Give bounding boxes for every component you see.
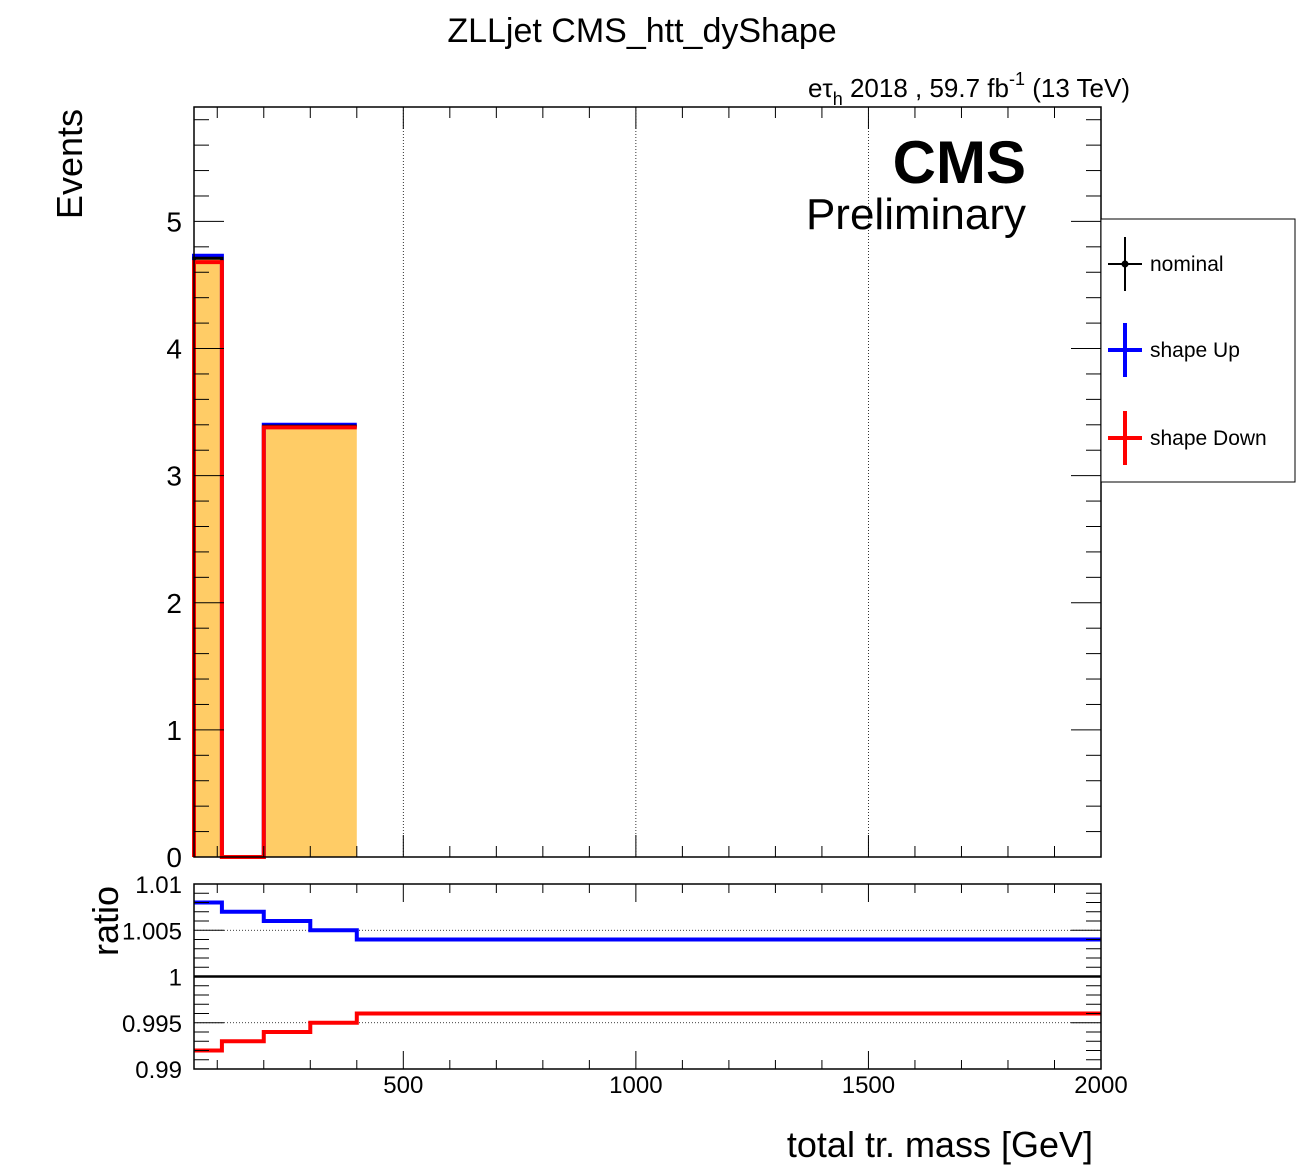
x-axis-label: total tr. mass [GeV] bbox=[787, 1124, 1093, 1165]
y-tick-label-2: 2 bbox=[166, 588, 182, 619]
ratio-y-tick-label: 1 bbox=[169, 965, 182, 992]
ratio-axis-label: ratio bbox=[85, 886, 126, 956]
x-tick-label-500: 500 bbox=[383, 1072, 423, 1099]
channel-e: e bbox=[808, 73, 822, 103]
legend-label: shape Up bbox=[1150, 339, 1240, 362]
ratio-line-shape-down bbox=[194, 1011, 1101, 1053]
ratio-ticks bbox=[194, 883, 1102, 1070]
x-tick-label-1500: 1500 bbox=[842, 1072, 895, 1099]
ratio-y-tick-label: 0.99 bbox=[135, 1057, 182, 1084]
main-y-tick-labels: 0 1 2 3 4 5 bbox=[166, 206, 182, 873]
main-ticks bbox=[194, 107, 1102, 858]
cms-label: CMS bbox=[893, 129, 1026, 196]
y-tick-label-4: 4 bbox=[166, 334, 182, 365]
energy-text: (13 TeV) bbox=[1025, 73, 1130, 103]
x-tick-label-1000: 1000 bbox=[609, 1072, 662, 1099]
channel-tau: τ bbox=[822, 73, 833, 103]
ratio-panel: 0.99 0.995 1 1.005 1.01 500 1000 1500 2000 bbox=[122, 872, 1128, 1099]
y-tick-label-1: 1 bbox=[166, 715, 182, 746]
main-panel: 0 1 2 3 4 5 bbox=[166, 106, 1102, 873]
y-tick-label-0: 0 bbox=[166, 842, 182, 873]
chart-title: ZLLjet CMS_htt_dyShape bbox=[447, 12, 836, 50]
ratio-y-tick-labels: 0.99 0.995 1 1.005 1.01 bbox=[122, 872, 182, 1084]
ratio-y-tick-label: 0.995 bbox=[122, 1011, 182, 1038]
y-axis-label: Events bbox=[49, 109, 90, 219]
fill-bin-2 bbox=[263, 426, 357, 857]
legend-entry-shape-down: shape Down bbox=[1108, 411, 1267, 465]
legend-label: nominal bbox=[1150, 253, 1224, 276]
legend-entry-nominal: nominal bbox=[1108, 237, 1224, 291]
y-tick-label-3: 3 bbox=[166, 461, 182, 492]
ratio-gridlines bbox=[194, 929, 1101, 1024]
ratio-series bbox=[194, 900, 1101, 1053]
y-tick-label-5: 5 bbox=[166, 206, 182, 237]
x-tick-labels: 500 1000 1500 2000 bbox=[383, 1072, 1127, 1099]
x-tick-label-2000: 2000 bbox=[1074, 1072, 1127, 1099]
x-gridlines bbox=[402, 107, 869, 857]
lumi-label: eτh 2018 , 59.7 fb-1 (13 TeV) bbox=[808, 69, 1130, 109]
legend-marker-dot bbox=[1121, 260, 1129, 268]
legend-label: shape Down bbox=[1150, 427, 1267, 450]
ratio-line-shape-up bbox=[194, 900, 1101, 942]
lumi-exp: -1 bbox=[1009, 69, 1025, 89]
channel-sub: h bbox=[833, 89, 843, 109]
ratio-y-tick-label: 1.01 bbox=[135, 872, 182, 899]
legend-entry-shape-up: shape Up bbox=[1108, 323, 1240, 377]
nominal-fill bbox=[194, 258, 357, 857]
fill-bin-0 bbox=[194, 258, 222, 857]
lumi-text: 2018 , 59.7 fb bbox=[843, 73, 1009, 103]
legend: nominal shape Up shape Down bbox=[1100, 218, 1296, 483]
preliminary-label: Preliminary bbox=[806, 190, 1026, 239]
ratio-y-tick-label: 1.005 bbox=[122, 918, 182, 945]
